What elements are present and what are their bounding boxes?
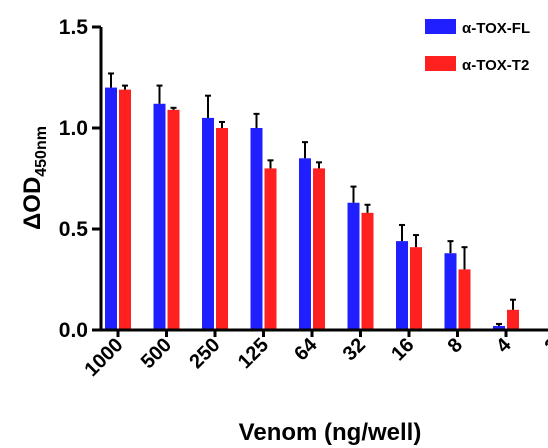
legend-swatch-t2	[425, 56, 456, 71]
bar-t2-500	[167, 109, 180, 330]
x-tick-label-250: 250	[185, 334, 224, 373]
y-axis-title-sub: 450nm	[33, 126, 50, 177]
y-axis-title: ΔOD450nm	[19, 126, 50, 230]
legend-label-fl: α-TOX-FL	[462, 20, 530, 37]
y-tick-label-1.0: 1.0	[59, 117, 88, 140]
y-tick-label-1.5: 1.5	[59, 16, 89, 39]
y-ticks: 0.0 0.5 1.0 1.5	[59, 16, 101, 342]
x-tick-label-32: 32	[339, 334, 370, 365]
bar-fl-32	[347, 202, 360, 330]
bar-t2-8	[458, 269, 471, 330]
x-tick-label-8: 8	[444, 334, 467, 357]
legend: α-TOX-FL α-TOX-T2	[425, 19, 530, 74]
y-tick-label-0.0: 0.0	[59, 319, 88, 342]
bar-t2-1000	[119, 89, 131, 331]
x-axis-title: Venom (ng/well)	[239, 419, 422, 446]
bar-t2-125	[264, 168, 277, 330]
bar-fl-1000	[105, 87, 117, 330]
error-bars-layer	[108, 72, 516, 326]
x-ticks: 1000 500 250 125 64 32 16 8 4 2	[81, 330, 548, 381]
bar-fl-500	[153, 103, 166, 330]
bar-fl-250	[202, 117, 214, 331]
y-tick-label-0.5: 0.5	[59, 218, 89, 241]
bar-fl-16	[396, 241, 408, 330]
x-tick-label-500: 500	[137, 334, 176, 373]
bar-t2-32	[361, 212, 374, 330]
legend-swatch-fl	[425, 19, 456, 34]
bars-layer	[105, 87, 519, 331]
bar-fl-125	[250, 128, 263, 330]
bar-t2-64	[313, 168, 325, 330]
bar-t2-250	[216, 128, 228, 330]
x-tick-label-16: 16	[387, 334, 418, 365]
bar-fl-8	[444, 253, 457, 330]
bar-fl-4	[493, 325, 505, 330]
x-tick-label-64: 64	[290, 333, 322, 365]
bar-t2-4	[507, 309, 519, 330]
x-tick-label-2: 2	[541, 334, 548, 357]
x-tick-label-4: 4	[492, 333, 516, 357]
y-axis-title-main: ΔOD	[19, 177, 46, 230]
bar-t2-16	[410, 247, 422, 330]
bar-fl-64	[299, 158, 311, 330]
legend-label-t2: α-TOX-T2	[462, 57, 529, 74]
x-tick-label-125: 125	[234, 334, 273, 373]
